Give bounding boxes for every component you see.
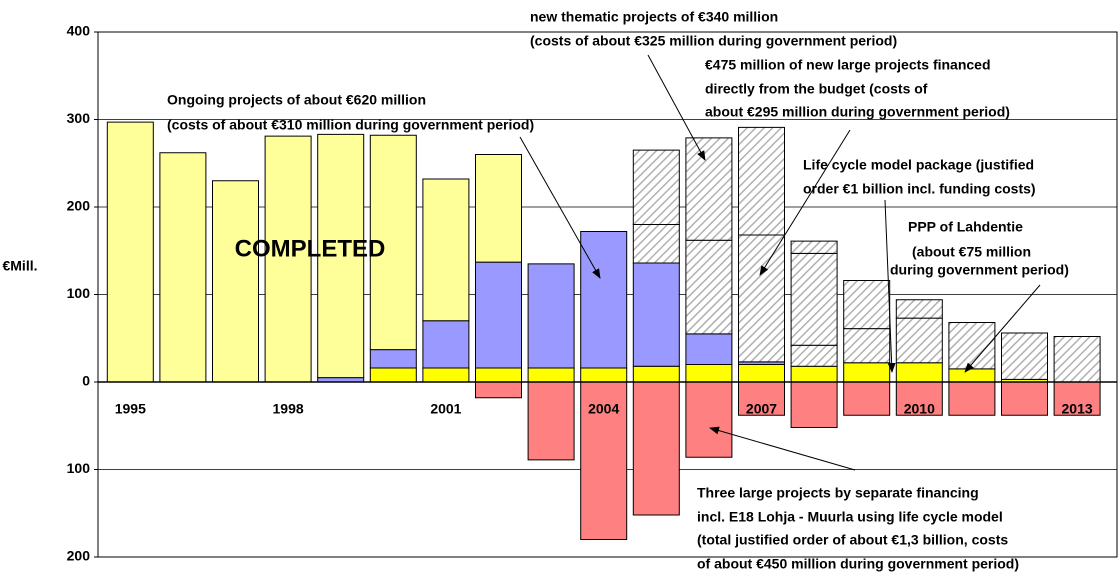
bar-segment [475, 154, 522, 263]
bar-segment [790, 365, 838, 383]
arrow [647, 54, 706, 161]
annotation: during government period) [890, 262, 1069, 278]
annotation: about €295 million during government per… [705, 104, 1010, 120]
arrow [964, 284, 1041, 373]
bar-segment [632, 149, 680, 225]
bar-segment [895, 381, 943, 416]
bar-segment [317, 133, 365, 379]
bar-segment [422, 178, 470, 322]
bar-segment [685, 364, 733, 383]
bar-segment [843, 362, 891, 383]
bar-segment [790, 381, 838, 428]
annotation: (about €75 million [912, 244, 1031, 260]
arrow [709, 426, 856, 471]
arrow [884, 199, 896, 373]
annotation: Ongoing projects of about €620 million [167, 92, 426, 108]
bar-segment [1053, 336, 1101, 383]
bar-segment [212, 180, 259, 383]
annotation: directly from the budget (costs of [705, 81, 928, 97]
arrow [519, 136, 601, 279]
bar-segment [580, 367, 628, 383]
annotation: PPP of Lahdentie [908, 219, 1023, 235]
y-tick-label: 400 [67, 23, 91, 39]
annotation: €475 million of new large projects finan… [705, 57, 991, 73]
x-tick-label: 2010 [904, 401, 935, 417]
bar-segment [843, 328, 891, 364]
y-tick-label: 200 [67, 198, 91, 214]
bar-segment [895, 317, 943, 364]
bar-segment [685, 137, 733, 241]
bar-segment [475, 381, 522, 399]
bar-segment [422, 367, 470, 383]
bar-segment [948, 368, 996, 383]
bar-segment [264, 135, 312, 383]
x-tick-label: 2001 [430, 401, 461, 417]
annotation: incl. E18 Lohja - Muurla using life cycl… [697, 509, 1003, 525]
bar-segment [790, 252, 838, 346]
bar-segment [738, 381, 785, 416]
y-tick-label: 200 [67, 548, 91, 564]
annotation: order €1 billion incl. funding costs) [803, 181, 1036, 197]
y-tick-label: 100 [67, 460, 91, 476]
annotation: new thematic projects of €340 million [530, 9, 778, 25]
bar-segment [843, 280, 891, 330]
y-axis-label: €Mill. [2, 258, 37, 274]
y-tick-label: 0 [82, 373, 90, 389]
bar-segment [632, 262, 680, 367]
bar-segment [369, 367, 417, 383]
bar-segment [632, 381, 680, 516]
bar-segment [580, 231, 628, 369]
bar-segment [895, 299, 943, 319]
bar-segment [738, 364, 785, 383]
x-tick-label: 2013 [1062, 401, 1093, 417]
x-tick-label: 1995 [115, 401, 146, 417]
annotation: (costs of about €325 million during gove… [530, 33, 897, 49]
bar-segment [632, 224, 680, 264]
completed-label: COMPLETED [235, 235, 386, 262]
bar-segment [369, 134, 417, 351]
bar-segment [685, 333, 733, 365]
bar-segment [527, 263, 575, 369]
y-tick-label: 300 [67, 110, 91, 126]
x-tick-label: 1998 [273, 401, 304, 417]
bar-segment [369, 349, 417, 369]
bar-segment [527, 381, 575, 461]
bar-segment [527, 367, 575, 383]
annotation: Life cycle model package (justified [803, 157, 1034, 173]
bar-segment [685, 381, 733, 458]
arrow [759, 129, 851, 276]
bar-segment [1001, 332, 1048, 380]
annotation: (total justified order of about €1,3 bil… [697, 532, 1008, 548]
bar-segment [106, 121, 154, 383]
annotation: (costs of about €310 million during gove… [167, 117, 534, 133]
bar-segment [738, 126, 785, 236]
bar-segment [475, 261, 522, 369]
bar-segment [685, 239, 733, 335]
bar-segment [632, 365, 680, 383]
bar-segment [1001, 381, 1048, 416]
bar-segment [738, 234, 785, 363]
x-tick-label: 2004 [588, 401, 619, 417]
bar-segment [790, 344, 838, 367]
annotation: of about €450 million during government … [697, 556, 1019, 572]
bar-segment [159, 152, 207, 383]
bar-segment [790, 240, 838, 254]
y-tick-label: 100 [67, 285, 91, 301]
x-tick-label: 2007 [746, 401, 777, 417]
arrows [519, 54, 1041, 471]
bar-segment [580, 381, 628, 540]
bar-segment [948, 381, 996, 416]
bar-segment [422, 320, 470, 369]
annotation: Three large projects by separate financi… [697, 485, 979, 501]
bar-segment [843, 381, 891, 416]
bar-segment [475, 367, 522, 383]
bar-segment [895, 362, 943, 383]
